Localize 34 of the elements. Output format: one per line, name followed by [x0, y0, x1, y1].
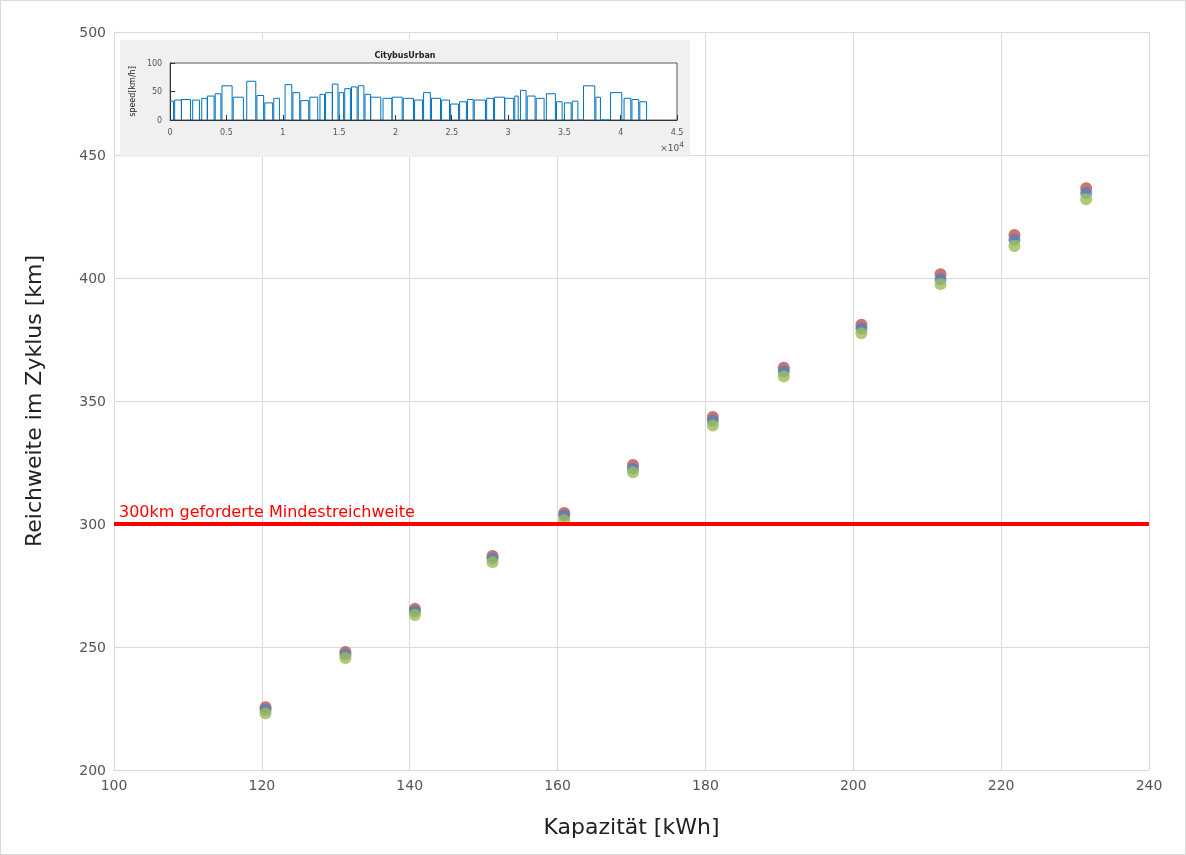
ref-line-label: 300km geforderte Mindestreichweite	[119, 501, 415, 521]
y-tick-label: 350	[79, 393, 106, 409]
x-tick-label: 220	[987, 777, 1015, 793]
x-tick-label: 2	[392, 127, 398, 137]
x-tick-label: 3	[505, 127, 511, 137]
x-tick-label: 3.5	[558, 127, 571, 137]
x-tick-label: 200	[839, 777, 867, 793]
x-tick-label: 240	[1135, 777, 1163, 793]
x-tick-label: 0.5	[220, 127, 233, 137]
y-tick-label: 500	[79, 24, 106, 40]
x-tick-label: 1	[280, 127, 286, 137]
x-tick-label: 2.5	[445, 127, 459, 137]
y-tick-label: 250	[79, 639, 106, 655]
y-axis-title: Reichweite im Zyklus [km]	[20, 255, 46, 547]
y-tick-label: 100	[146, 58, 163, 68]
x-tick-label: 180	[692, 777, 719, 793]
y-tick-label: 450	[79, 147, 106, 163]
x-axis-title: Kapazität [kWh]	[543, 813, 720, 839]
y-tick-label: 0	[157, 115, 163, 125]
y-tick-label: 50	[151, 87, 163, 96]
x-tick-label: 4.5	[670, 127, 684, 137]
x-tick-label: 4	[618, 127, 624, 137]
x-tick-label: 1.5	[332, 127, 346, 137]
x-tick-label: 0	[167, 127, 173, 137]
x-tick-label: 120	[248, 777, 276, 793]
y-axis-title: speed[km/h]	[127, 66, 137, 117]
x-tick-label: 100	[100, 777, 128, 793]
y-tick-label: 200	[79, 762, 106, 778]
x-tick-label: 140	[396, 777, 424, 793]
y-tick-label: 300	[79, 516, 106, 532]
annotation: ×10$^{4}$	[660, 140, 684, 153]
x-tick-label: 160	[544, 777, 571, 793]
chart-title: CitybusUrban	[374, 50, 436, 60]
y-tick-label: 400	[79, 270, 106, 286]
